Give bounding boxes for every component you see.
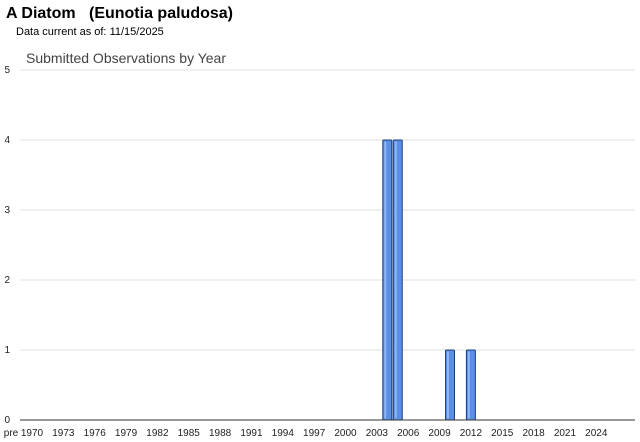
- bar: [392, 139, 403, 421]
- y-tick-label: 5: [4, 65, 10, 76]
- y-tick-label: 1: [4, 345, 10, 356]
- x-tick-label: 2015: [491, 428, 514, 439]
- y-tick-label: 3: [4, 205, 10, 216]
- x-tick-label: 1970: [21, 428, 44, 439]
- bar-2012: [465, 349, 476, 421]
- x-tick-label: 2003: [366, 428, 389, 439]
- x-tick-label: 1994: [272, 428, 295, 439]
- bar: [445, 349, 455, 421]
- x-tick-label: 1997: [303, 428, 326, 439]
- x-tick-label: 2021: [554, 428, 577, 439]
- common-name: A Diatom: [6, 5, 76, 22]
- bar-highlight: [394, 141, 397, 419]
- x-tick-label: 1982: [146, 428, 169, 439]
- y-tick-label: 4: [4, 135, 10, 146]
- x-tick-label: 2018: [522, 428, 545, 439]
- bar-2004: [382, 139, 393, 421]
- bars: [382, 139, 476, 421]
- bar-highlight: [447, 351, 449, 419]
- scientific-name: (Eunotia paludosa): [88, 5, 233, 22]
- y-axis-labels: 0 1 2 3 4 5: [4, 65, 10, 426]
- bar-2010: [445, 349, 455, 421]
- data-current-line: Data current as of: 11/15/2025: [16, 26, 164, 38]
- x-tick-label: 1991: [240, 428, 263, 439]
- data-current-date: 11/15/2025: [109, 26, 164, 38]
- data-current-label: Data current as of:: [16, 26, 107, 38]
- bar: [465, 349, 476, 421]
- bar-highlight: [384, 141, 387, 419]
- x-tick-label: 1988: [209, 428, 232, 439]
- x-tick-label: 2012: [460, 428, 483, 439]
- x-tick-label: 2006: [397, 428, 420, 439]
- gridlines: [20, 69, 635, 351]
- x-tick-label: 2000: [334, 428, 357, 439]
- x-tick-label: 2024: [585, 428, 608, 439]
- x-tick-label: 2009: [428, 428, 451, 439]
- y-tick-label: 0: [4, 415, 10, 426]
- x-tick-label: 1976: [84, 428, 107, 439]
- species-title: A Diatom (Eunotia paludosa): [6, 5, 233, 23]
- x-tick-label: 1979: [115, 428, 138, 439]
- bar: [382, 139, 393, 421]
- x-axis-labels: pre 1970 1973 1976 1979 1982 1985 1988 1991 1994 1…: [4, 428, 608, 439]
- x-tick-label: 1985: [178, 428, 201, 439]
- x-tick-label: pre: [4, 428, 19, 439]
- bar-2005: [392, 139, 403, 421]
- x-tick-label: 1973: [52, 428, 75, 439]
- bar-highlight: [467, 351, 470, 419]
- y-tick-label: 2: [4, 275, 10, 286]
- chart-title: Submitted Observations by Year: [26, 50, 226, 66]
